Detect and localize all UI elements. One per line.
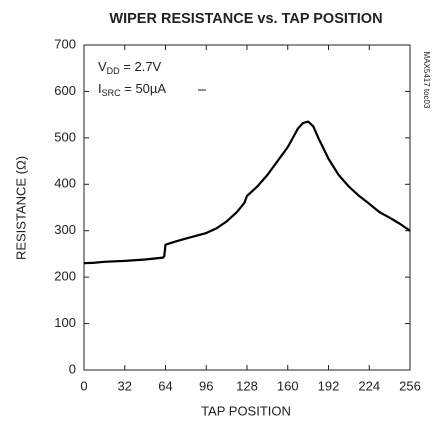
chart-title: WIPER RESISTANCE vs. TAP POSITION	[109, 11, 382, 27]
annotation-part: SRC	[102, 88, 122, 98]
annotation: VDD = 2.7V	[98, 59, 162, 76]
y-tick-label: 700	[54, 36, 76, 51]
y-tick-label: 600	[54, 83, 76, 98]
y-tick-label: 500	[54, 129, 76, 144]
annotation: ISRC = 50µA	[98, 81, 166, 98]
x-tick-label: 64	[158, 378, 172, 393]
annotation-part: = 50µA	[121, 81, 167, 96]
x-tick-label: 0	[80, 378, 87, 393]
annotation-part: = 2.7V	[120, 59, 162, 74]
y-axis-label: RESISTANCE (Ω)	[13, 156, 28, 260]
annotation-part: V	[98, 59, 107, 74]
x-tick-label: 256	[399, 378, 421, 393]
data-line	[83, 120, 411, 265]
x-tick-label: 224	[358, 378, 380, 393]
x-tick-label: 32	[118, 378, 132, 393]
y-tick-label: 100	[54, 315, 76, 330]
side-note: MAX5417 toc03	[422, 52, 431, 109]
y-tick-label: 0	[69, 361, 76, 376]
x-axis-label: TAP POSITION	[201, 403, 291, 418]
annotation-part: I	[98, 81, 102, 96]
y-tick-label: 400	[54, 176, 76, 191]
x-tick-label: 128	[236, 378, 258, 393]
y-tick-label: 300	[54, 222, 76, 237]
annotation-part: DD	[107, 66, 120, 76]
x-tick-label: 192	[318, 378, 340, 393]
y-tick-label: 200	[54, 269, 76, 284]
x-tick-label: 160	[277, 378, 299, 393]
x-tick-label: 96	[199, 378, 213, 393]
